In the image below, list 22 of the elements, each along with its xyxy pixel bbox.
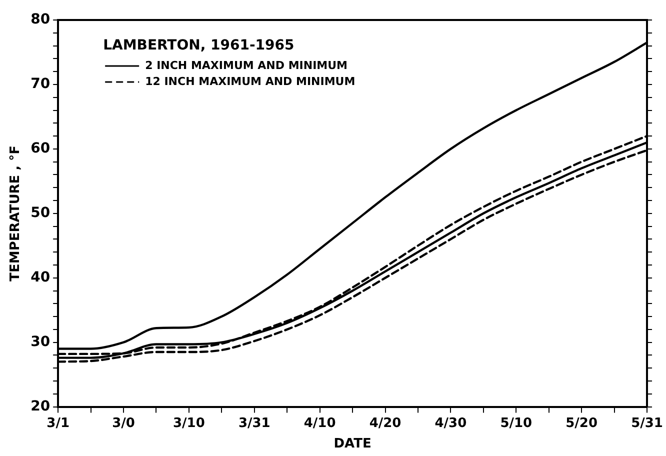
legend-label: 12 INCH MAXIMUM AND MINIMUM xyxy=(145,74,356,88)
legend-title: LAMBERTON, 1961-1965 xyxy=(103,38,294,54)
x-tick-label: 3/1 xyxy=(46,416,70,431)
y-tick-label: 20 xyxy=(30,398,50,414)
x-tick-label: 5/20 xyxy=(566,416,598,431)
y-axis-title: TEMPERATURE , °F xyxy=(8,145,24,282)
x-axis-title: DATE xyxy=(334,436,372,452)
x-tick-label: 5/10 xyxy=(500,416,532,431)
y-tick-label: 50 xyxy=(30,205,50,222)
x-tick-label: 5/31 xyxy=(631,416,663,431)
x-tick-label: 4/20 xyxy=(369,416,402,431)
x-tick-label: 3/31 xyxy=(238,416,270,431)
y-tick-label: 40 xyxy=(30,270,50,286)
y-tick-label: 70 xyxy=(30,76,50,92)
x-tick-label: 4/30 xyxy=(434,416,467,431)
legend-label: 2 INCH MAXIMUM AND MINIMUM xyxy=(145,58,348,72)
y-tick-label: 30 xyxy=(30,334,50,350)
y-tick-label: 80 xyxy=(30,12,50,28)
x-tick-label: 3/10 xyxy=(173,416,205,431)
y-tick-label: 60 xyxy=(30,140,50,157)
x-tick-label: 4/10 xyxy=(304,416,336,431)
x-tick-label: 3/0 xyxy=(112,416,135,431)
